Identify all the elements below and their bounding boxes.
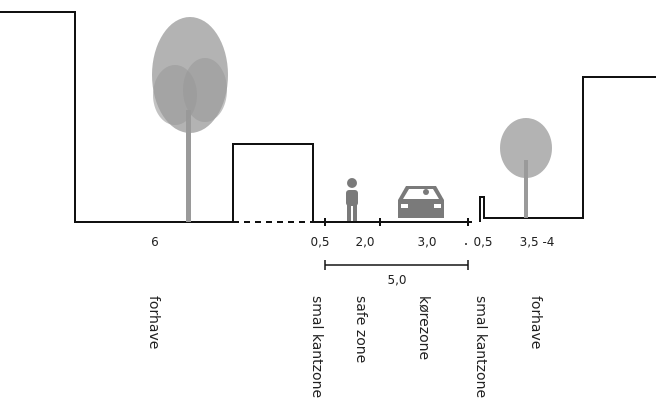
dimension-label: 2,0 (355, 235, 374, 249)
zone-label: safe zone (353, 296, 369, 363)
car (398, 186, 444, 218)
crown (183, 58, 227, 122)
dimension-label: 6 (151, 235, 159, 249)
tree-small (500, 118, 552, 218)
zone-label: kørezone (416, 296, 432, 360)
light (401, 204, 408, 208)
body (346, 190, 358, 206)
car-window (403, 189, 439, 199)
zone-label: smal kantzone (473, 296, 489, 398)
driver (423, 189, 429, 195)
zone-label: smal kantzone (309, 296, 325, 398)
leg (347, 205, 351, 221)
leg (353, 205, 357, 221)
dimension-label: 0,5 (310, 235, 329, 249)
profile-right (479, 76, 656, 222)
tree-large (152, 17, 228, 222)
head (347, 178, 357, 188)
light (434, 204, 441, 208)
dot (465, 243, 467, 245)
zone-label: forhave (146, 296, 162, 349)
trunk (186, 110, 191, 222)
zone-label: forhave (528, 296, 544, 349)
profile-left (0, 11, 233, 223)
building (232, 143, 314, 222)
dimension-label: 0,5 (473, 235, 492, 249)
dimension-label: 3,5 -4 (520, 235, 555, 249)
trunk (524, 160, 528, 218)
profile (0, 11, 656, 270)
dimension-label: 3,0 (417, 235, 436, 249)
crown (500, 118, 552, 178)
total-label: 5,0 (387, 273, 406, 287)
person (346, 178, 358, 221)
